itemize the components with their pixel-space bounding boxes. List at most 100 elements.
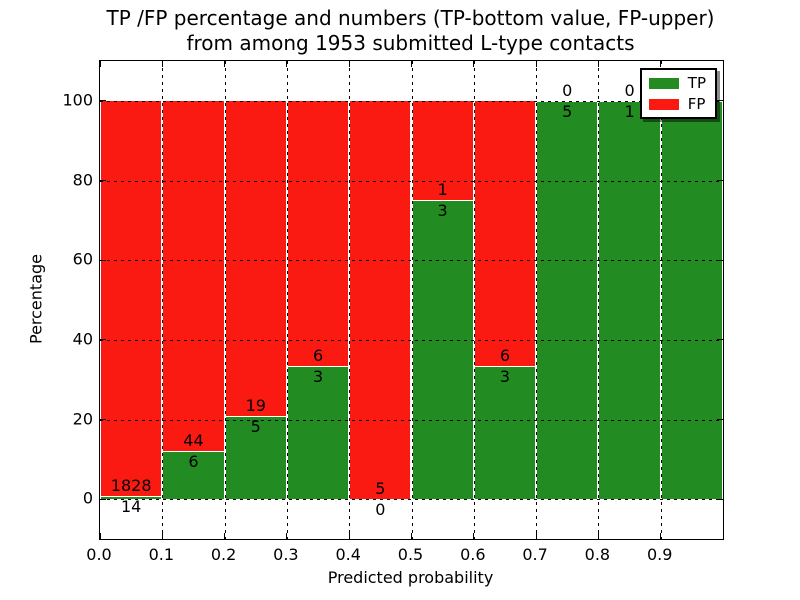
bar-fp-count-label: 0 xyxy=(562,80,573,100)
x-tick-mark xyxy=(597,533,599,539)
gridline-vertical xyxy=(598,61,600,539)
x-tick-mark xyxy=(660,533,662,539)
bar-tp-segment xyxy=(474,366,536,500)
bar-fp-segment xyxy=(163,100,224,452)
bar-bin: 19 5 xyxy=(225,61,287,539)
bar-fp-count-label: 1 xyxy=(437,180,448,200)
x-tick-mark-top xyxy=(224,61,226,67)
y-tick-mark-right xyxy=(717,498,723,500)
bar-tp-count-label: 3 xyxy=(312,367,324,387)
y-tick-label: 80 xyxy=(72,170,93,189)
bar-fp-segment xyxy=(412,100,473,201)
x-tick-label: 0.1 xyxy=(148,545,175,564)
x-tick-mark xyxy=(99,533,101,539)
legend-label-fp: FP xyxy=(687,95,706,113)
bar-tp-count-label: 0 xyxy=(375,500,386,520)
x-tick-label: 0.9 xyxy=(646,545,673,564)
tp-color-swatch xyxy=(648,77,679,89)
chart-title: TP /FP percentage and numbers (TP-bottom… xyxy=(99,6,722,56)
legend-item-fp: FP xyxy=(648,95,706,113)
bar-tp-count-label: 5 xyxy=(250,417,261,437)
bar-tp-segment xyxy=(101,496,162,500)
chart-title-line1: TP /FP percentage and numbers (TP-bottom… xyxy=(106,6,715,30)
x-tick-mark xyxy=(535,533,537,539)
bar-tp-segment xyxy=(412,200,473,500)
x-tick-mark-top xyxy=(99,61,101,67)
y-tick-mark xyxy=(100,100,106,102)
y-tick-mark xyxy=(100,339,106,341)
gridline-vertical xyxy=(349,61,351,539)
x-tick-label: 0.0 xyxy=(86,545,112,564)
x-tick-mark xyxy=(224,533,226,539)
x-tick-label: 0.6 xyxy=(460,545,486,564)
bar-tp-count-label: 6 xyxy=(188,452,199,472)
bar-fp-segment xyxy=(101,100,162,497)
x-tick-mark xyxy=(411,533,412,539)
bar-fp-count-label: 19 xyxy=(245,396,266,416)
x-tick-mark xyxy=(161,533,163,539)
legend: TP FP xyxy=(639,68,717,119)
y-tick-label: 40 xyxy=(72,329,93,349)
x-tick-labels: 0.0 0.1 0.2 0.3 0.4 0.5 0.6 0.7 0.8 0.9 xyxy=(86,545,722,564)
bar-bin: 1828 14 xyxy=(100,61,162,539)
bar-tp-count-label: 3 xyxy=(437,201,448,221)
gridline-vertical xyxy=(536,61,538,539)
gridline-vertical xyxy=(286,61,288,539)
x-tick-mark-top xyxy=(722,61,724,67)
y-tick-mark xyxy=(100,419,106,420)
chart-title-line2: from among 1953 submitted L-type contact… xyxy=(186,31,635,55)
x-tick-label: 0.2 xyxy=(210,545,237,564)
plot-area: TP FP 18281444619563501363050104 xyxy=(99,60,724,540)
y-tick-label: 60 xyxy=(72,249,93,269)
y-tick-mark-right xyxy=(717,419,723,420)
x-tick-mark-top xyxy=(597,61,599,67)
bar-fp-segment xyxy=(287,100,349,367)
bar-tp-count-label: 14 xyxy=(120,497,142,517)
x-tick-label: 0.7 xyxy=(522,545,548,564)
bar-fp-count-label: 0 xyxy=(624,80,635,100)
bar-tp-segment xyxy=(163,451,224,500)
y-tick-label: 0 xyxy=(82,488,93,508)
x-tick-mark-top xyxy=(348,61,350,67)
gridline-vertical xyxy=(660,61,662,539)
y-tick-label: 100 xyxy=(62,90,93,110)
legend-label-tp: TP xyxy=(687,74,706,92)
x-tick-mark-top xyxy=(286,61,288,67)
gridline-vertical xyxy=(224,61,226,539)
legend-item-tp: TP xyxy=(648,74,706,92)
bar-fp-count-label: 6 xyxy=(499,346,511,366)
gridline-vertical xyxy=(411,61,413,539)
gridline-vertical xyxy=(473,61,475,539)
bar-fp-count-label: 5 xyxy=(375,479,386,499)
bar-tp-count-label: 5 xyxy=(562,101,573,121)
bar-fp-segment xyxy=(350,100,411,500)
y-tick-mark xyxy=(100,259,106,261)
x-tick-mark xyxy=(286,533,288,539)
bar-fp-count-label: 6 xyxy=(312,346,324,366)
bar-fp-segment xyxy=(474,100,536,367)
y-tick-mark-right xyxy=(717,259,723,261)
gridline-vertical xyxy=(162,61,164,539)
bar-tp-segment xyxy=(661,100,722,500)
fp-color-swatch xyxy=(648,98,679,110)
x-tick-label: 0.5 xyxy=(397,545,424,564)
bar-tp-segment xyxy=(287,366,349,500)
bar-tp-segment xyxy=(599,100,660,500)
x-tick-mark xyxy=(722,533,724,539)
y-tick-mark-right xyxy=(717,100,723,102)
bar-tp-count-label: 1 xyxy=(624,101,635,121)
x-tick-mark-top xyxy=(660,61,662,67)
y-tick-label: 20 xyxy=(72,409,93,428)
x-tick-mark-top xyxy=(473,61,475,67)
y-tick-labels: 0 20 40 60 80 100 xyxy=(0,60,93,538)
bar-fp-count-label: 1828 xyxy=(110,476,152,496)
x-tick-mark-top xyxy=(411,61,412,67)
x-tick-mark-top xyxy=(161,61,163,67)
